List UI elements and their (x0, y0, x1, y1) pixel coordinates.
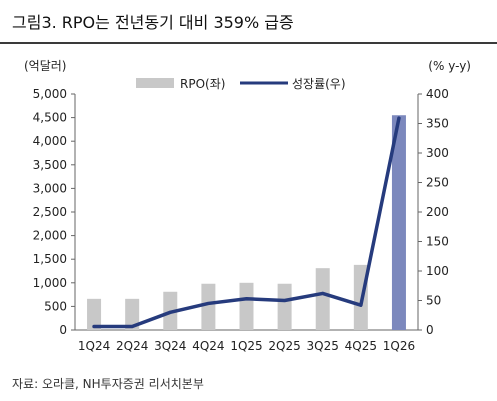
left-tick-label: 3,000 (33, 181, 67, 195)
right-tick-label: 0 (426, 323, 434, 337)
x-tick-label: 3Q24 (154, 339, 186, 353)
left-tick-label: 500 (44, 299, 67, 313)
rpo-bar (125, 298, 140, 330)
x-tick-label: 4Q24 (192, 339, 224, 353)
x-tick-label: 2Q25 (268, 339, 300, 353)
rpo-bar (277, 283, 292, 330)
left-tick-label: 4,000 (33, 134, 67, 148)
x-tick-label: 3Q25 (307, 339, 339, 353)
rpo-bar (239, 282, 254, 330)
left-tick-label: 5,000 (33, 87, 67, 101)
right-axis-label: (% y-y) (428, 59, 471, 73)
legend: RPO(좌) 성장률(우) (136, 77, 346, 91)
rpo-bar (87, 298, 102, 330)
x-tick-label: 1Q26 (383, 339, 415, 353)
right-tick-label: 250 (426, 176, 449, 190)
legend-bar-swatch (136, 78, 174, 88)
chart: (억달러) (% y-y) RPO(좌) 성장률(우) 05001,0001,5… (24, 59, 471, 353)
left-tick-label: 1,000 (33, 276, 67, 290)
growth-rate-point (92, 324, 96, 328)
left-tick-label: 1,500 (33, 252, 67, 266)
left-axis-label: (억달러) (24, 59, 66, 73)
right-tick-label: 150 (426, 235, 449, 249)
left-tick-label: 0 (59, 323, 67, 337)
legend-bar-label: RPO(좌) (180, 77, 225, 91)
growth-rate-point (397, 116, 401, 120)
growth-rate-point (168, 310, 172, 314)
growth-rate-point (206, 301, 210, 305)
right-tick-label: 50 (426, 294, 441, 308)
right-tick-label: 300 (426, 146, 449, 160)
rpo-bar (201, 283, 216, 330)
growth-rate-point (359, 303, 363, 307)
left-tick-label: 4,500 (33, 111, 67, 125)
growth-rate-point (321, 291, 325, 295)
rpo-bar (391, 115, 406, 331)
x-tick-label: 1Q24 (78, 339, 110, 353)
growth-rate-point (130, 324, 134, 328)
x-tick-label: 2Q24 (116, 339, 148, 353)
right-tick-label: 400 (426, 87, 449, 101)
source-note: 자료: 오라클, NH투자증권 리서치본부 (12, 377, 204, 391)
right-tick-label: 200 (426, 205, 449, 219)
right-tick-label: 350 (426, 117, 449, 131)
left-tick-label: 3,500 (33, 158, 67, 172)
legend-line-label: 성장률(우) (292, 77, 346, 91)
x-tick-label: 4Q25 (345, 339, 377, 353)
right-tick-label: 100 (426, 264, 449, 278)
rpo-bar (315, 268, 330, 330)
growth-rate-point (283, 299, 287, 302)
left-tick-label: 2,500 (33, 205, 67, 219)
x-tick-label: 1Q25 (230, 339, 262, 353)
left-tick-label: 2,000 (33, 229, 67, 243)
chart-title: 그림3. RPO는 전년동기 대비 359% 급증 (0, 0, 497, 44)
growth-rate-point (245, 297, 248, 301)
